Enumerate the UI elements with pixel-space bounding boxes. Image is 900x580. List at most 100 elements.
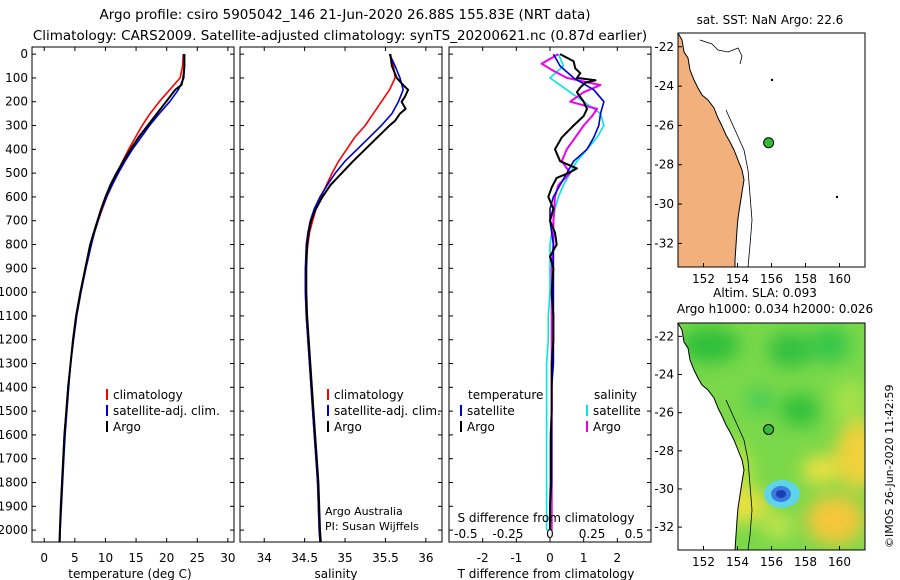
series-line-t-satellite	[549, 53, 605, 531]
map-x-tick-label: 152	[692, 272, 715, 286]
x2-tick-label: 0.5	[625, 527, 644, 541]
x-tick-label: -2	[477, 551, 489, 565]
map1-content	[678, 33, 865, 267]
x-tick-label: 5	[71, 551, 79, 565]
map-x-tick-label: 160	[828, 272, 851, 286]
title-line-1: Argo profile: csiro 5905042_146 21-Jun-2…	[99, 7, 590, 23]
series-line-climatology	[304, 53, 396, 542]
difference-legend: temperature satellite Argo salinity sate…	[460, 388, 641, 434]
map2-land	[678, 323, 745, 550]
depth-tick-label: 0	[20, 47, 28, 61]
x-tick-label: 25	[190, 551, 205, 565]
depth-tick-label: 200	[5, 95, 28, 109]
x-tick-label: 35	[337, 551, 352, 565]
depth-tick-label: 800	[5, 238, 28, 252]
map-x-tick-label: 156	[760, 272, 783, 286]
map1-ticks: 152 154 156 158 160 -22 -24 -26 -28 -30 -32	[654, 40, 851, 286]
depth-tick-label: 1400	[0, 380, 28, 394]
x-tick-label: 34.5	[291, 551, 318, 565]
temperature-x-ticks: 0 5 10 15 20 25 30	[40, 47, 236, 565]
x-tick-label: 34	[257, 551, 272, 565]
depth-tick-label: 1500	[0, 404, 28, 418]
map-x-tick-label: 160	[828, 555, 851, 569]
tdiff-x-ticks: -2 -1 0 1 2	[477, 47, 621, 565]
map-y-tick-label: -22	[654, 40, 674, 54]
map1-island	[835, 195, 839, 199]
depth-tick-label: 1300	[0, 357, 28, 371]
legend-climatology: climatology	[113, 388, 183, 402]
map-x-tick-label: 154	[726, 272, 749, 286]
x-tick-label: -1	[510, 551, 522, 565]
legend-s-satellite: satellite	[593, 404, 641, 418]
map2-ticks: 152 154 156 158 160 -22 -24 -26 -28 -30 -32	[654, 329, 851, 569]
map1-contour	[699, 39, 743, 65]
legend-temperature-title: temperature	[468, 388, 543, 402]
legend-salinity-title: salinity	[594, 388, 637, 402]
depth-tick-label: 1100	[0, 309, 28, 323]
x-tick-label: 0	[40, 551, 48, 565]
x-tick-label: 36	[418, 551, 433, 565]
map-x-tick-label: 152	[692, 555, 715, 569]
annotation-argo-australia: Argo Australia	[325, 505, 403, 518]
depth-tick-label: 900	[5, 261, 28, 275]
legend-t-satellite: satellite	[467, 404, 515, 418]
depth-tick-label: 1900	[0, 499, 28, 513]
depth-tick-label: 2000	[0, 523, 28, 537]
x-tick-label: 10	[98, 551, 113, 565]
difference-series	[540, 53, 605, 531]
map2-title-top: Altim. SLA: 0.093	[713, 286, 817, 300]
x-tick-label: 0	[546, 551, 554, 565]
x-tick-label: 35.5	[372, 551, 399, 565]
x-tick-label: 2	[614, 551, 622, 565]
x2-tick-label: -0.5	[454, 527, 477, 541]
sdiff-x-ticks: -0.5 -0.25 0 0.25 0.5	[454, 527, 644, 541]
map2-float-marker	[763, 423, 775, 435]
depth-tick-label: 300	[5, 119, 28, 133]
map2-title: Argo h1000: 0.034 h2000: 0.026	[677, 302, 873, 316]
depth-tick-label: 1200	[0, 333, 28, 347]
map-x-tick-label: 158	[794, 555, 817, 569]
annotation-pi: PI: Susan Wijffels	[325, 520, 419, 533]
salinity-legend: climatology satellite-adj. clim. Argo	[327, 388, 441, 434]
salinity-x-ticks: 34 34.5 35 35.5 36	[257, 47, 433, 565]
x-tick-label: 1	[580, 551, 588, 565]
x2-tick-label: -0.25	[492, 527, 523, 541]
depth-tick-labels: 0 100 200 300 400 500 600 700 800 900 1000 1100 1200…	[0, 47, 651, 537]
series-line-argo	[58, 54, 186, 542]
map1-land	[678, 33, 745, 267]
temperature-xlabel: temperature (deg C)	[68, 567, 191, 580]
depth-tick-label: 1600	[0, 428, 28, 442]
series-line-climatology	[58, 54, 184, 542]
map1-float-marker	[763, 137, 775, 149]
credit-text: ©IMOS 26-Jun-2020 11:42:59	[883, 384, 896, 548]
legend-t-argo: Argo	[467, 420, 495, 434]
salinity-xlabel: salinity	[314, 567, 357, 580]
map1-contour	[725, 109, 753, 267]
depth-tick-label: 1800	[0, 476, 28, 490]
map-y-tick-label: -26	[654, 406, 674, 420]
sdiff-xlabel: S difference from climatology	[458, 511, 635, 525]
depth-tick-label: 100	[5, 71, 28, 85]
depth-tick-label: 1700	[0, 452, 28, 466]
legend-satellite-adj: satellite-adj. clim.	[113, 404, 220, 418]
map2-anomaly-low-center	[776, 490, 786, 498]
series-line-t-argo	[547, 53, 597, 531]
map-y-tick-label: -24	[654, 79, 674, 93]
salinity-series	[304, 53, 410, 542]
map1-island	[770, 78, 774, 82]
map2-contour	[725, 399, 753, 550]
series-line-s-satellite	[545, 53, 605, 531]
map-y-tick-label: -28	[654, 158, 674, 172]
legend-s-argo: Argo	[593, 420, 621, 434]
x2-tick-label: 0.25	[579, 527, 606, 541]
map-x-tick-label: 154	[726, 555, 749, 569]
temperature-panel-frame	[31, 46, 235, 543]
map-y-tick-label: -28	[654, 444, 674, 458]
depth-tick-label: 500	[5, 166, 28, 180]
map-y-tick-label: -32	[654, 520, 674, 534]
series-line-argo	[305, 53, 410, 542]
title-line-2: Climatology: CARS2009. Satellite-adjuste…	[33, 28, 647, 44]
map-y-tick-label: -22	[654, 329, 674, 343]
legend-satellite-adj: satellite-adj. clim.	[334, 404, 441, 418]
